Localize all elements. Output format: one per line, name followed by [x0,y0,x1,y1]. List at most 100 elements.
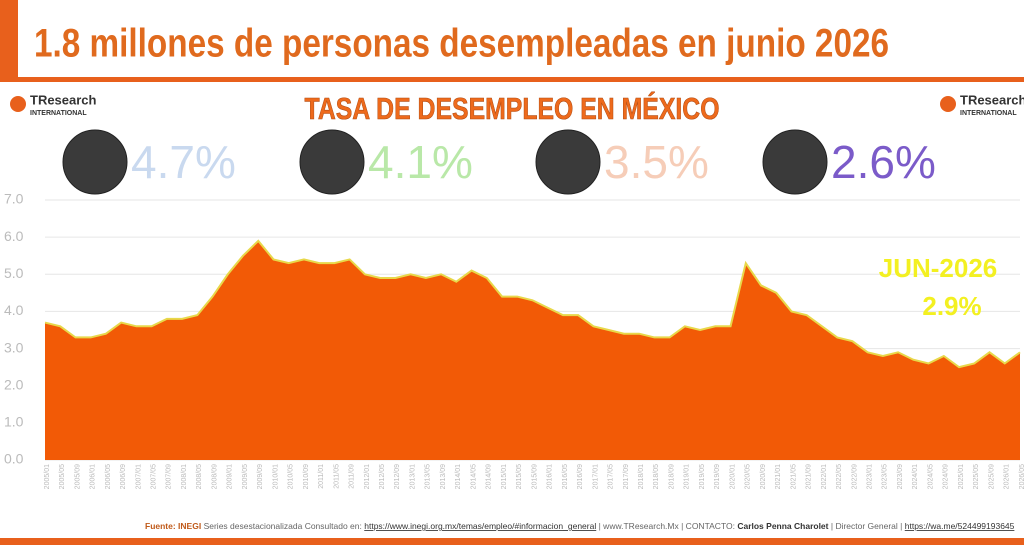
x-tick-label: 2015/09 [531,464,538,489]
president-rate: 3.5% [604,136,709,188]
x-tick-label: 2008/05 [196,464,203,489]
x-tick-label: 2019/01 [684,464,691,489]
source-phone[interactable]: https://wa.me/524499193645 [905,521,1015,531]
x-tick-label: 2013/09 [440,464,447,489]
x-tick-label: 2006/01 [90,464,97,489]
x-tick-label: 2007/01 [135,464,142,489]
y-tick-label: 0.0 [4,451,24,467]
x-tick-label: 2021/09 [806,464,813,489]
logo-left: TResearch INTERNATIONAL [10,92,97,117]
x-tick-label: 2005/01 [44,464,51,489]
x-tick-label: 2017/05 [608,464,615,489]
annotation: JUN-2026 [879,253,998,283]
logo-sub: INTERNATIONAL [960,110,1017,117]
footer-bar [0,538,1024,545]
x-tick-label: 2007/05 [150,464,157,489]
x-tick-label: 2020/05 [745,464,752,489]
y-tick-label: 2.0 [4,376,24,392]
president-row: 4.7% 4.1% 3.5% 2.6% [62,129,936,195]
x-tick-label: 2018/05 [653,464,660,489]
area [45,240,1020,460]
x-tick-label: 2016/05 [562,464,569,489]
x-tick-label: 2005/09 [74,464,81,489]
x-tick-label: 2021/05 [790,464,797,489]
president-rate: 4.7% [131,136,236,188]
president-rate: 4.1% [368,136,473,188]
x-tick-label: 2016/01 [547,464,554,489]
x-tick-label: 2015/01 [501,464,508,489]
header-rule [0,77,1024,82]
logo-name: TResearch [960,92,1024,107]
logo-icon [940,96,956,112]
x-tick-label: 2024/01 [912,464,919,489]
logo-icon [10,96,26,112]
logo-right: TResearch INTERNATIONAL [940,92,1024,117]
logo-name: TResearch [30,92,97,107]
president-photo [62,129,128,195]
x-tick-label: 2009/01 [227,464,234,489]
x-tick-label: 2009/05 [242,464,249,489]
president-photo [762,129,828,195]
y-tick-label: 3.0 [4,339,24,355]
x-tick-label: 2017/01 [592,464,599,489]
x-tick-label: 2014/09 [486,464,493,489]
y-tick-label: 7.0 [4,191,24,207]
x-tick-label: 2023/05 [882,464,889,489]
x-tick-label: 2025/01 [958,464,965,489]
x-tick-label: 2010/09 [303,464,310,489]
x-tick-label: 2007/09 [166,464,173,489]
x-tick-label: 2019/09 [714,464,721,489]
source: Fuente: INEGI Series desestacionalizada … [145,521,1015,531]
x-tick-label: 2011/05 [333,464,340,489]
y-tick-label: 1.0 [4,414,24,430]
president-rate: 2.6% [831,136,936,188]
x-tick-label: 2008/09 [211,464,218,489]
x-tick-label: 2005/05 [59,464,66,489]
x-tick-label: 2026/05 [1019,464,1024,489]
x-tick-label: 2006/05 [105,464,112,489]
y-tick-label: 4.0 [4,302,24,318]
x-tick-label: 2025/09 [988,464,995,489]
x-tick-label: 2012/01 [364,464,371,489]
x-tick-label: 2019/05 [699,464,706,489]
source-role: | Director General | [831,521,903,531]
x-tick-label: 2020/01 [729,464,736,489]
header-stripe [0,0,18,80]
x-tick-label: 2022/05 [836,464,843,489]
source-contact: Carlos Penna Charolet [737,521,828,531]
line [44,239,1021,369]
x-tick-label: 2010/01 [272,464,279,489]
x-tick-label: 2016/09 [577,464,584,489]
source-site: | www.TResearch.Mx | CONTACTO: [599,521,735,531]
x-tick-label: 2022/09 [851,464,858,489]
x-tick-label: 2014/01 [455,464,462,489]
x-tick-label: 2022/01 [821,464,828,489]
x-tick-label: 2017/09 [623,464,630,489]
source-text: Series desestacionalizada Consultado en: [204,521,362,531]
y-tick-label: 6.0 [4,228,24,244]
x-tick-label: 2024/05 [927,464,934,489]
x-tick-label: 2014/05 [470,464,477,489]
x-tick-label: 2013/01 [409,464,416,489]
x-tick-label: 2010/05 [288,464,295,489]
x-tick-label: 2026/01 [1004,464,1011,489]
y-tick-label: 5.0 [4,265,24,281]
x-tick-label: 2006/09 [120,464,127,489]
x-tick-label: 2015/05 [516,464,523,489]
x-tick-label: 2025/05 [973,464,980,489]
x-tick-label: 2011/01 [318,464,325,489]
annotation: 2.9% [922,291,981,321]
x-tick-label: 2013/05 [425,464,432,489]
x-tick-label: 2018/09 [668,464,675,489]
president-photo [299,129,365,195]
x-tick-label: 2023/01 [867,464,874,489]
source-url[interactable]: https://www.inegi.org.mx/temas/empleo/#i… [364,521,596,531]
plot: 0.0 1.0 2.0 3.0 4.0 5.0 6.0 7.0 2005/01 2005/05 20… [4,191,1024,490]
x-tick-label: 2020/09 [760,464,767,489]
x-tick-label: 2021/01 [775,464,782,489]
x-tick-label: 2009/09 [257,464,264,489]
x-tick-label: 2024/09 [943,464,950,489]
president-photo [535,129,601,195]
source-label: Fuente: INEGI [145,521,201,531]
